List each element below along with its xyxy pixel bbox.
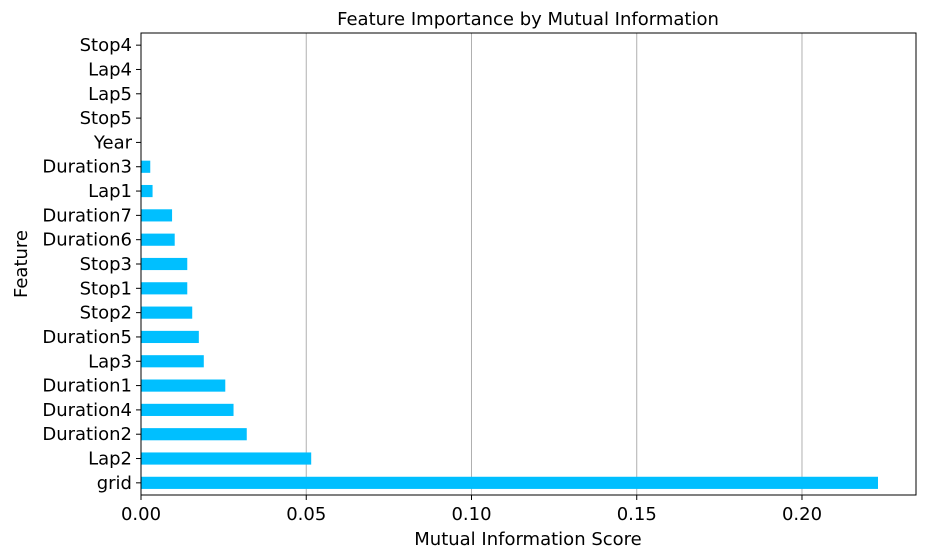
- bar-duration6: [141, 233, 175, 246]
- y-tick-label: Stop4: [80, 35, 132, 56]
- bar-duration3: [141, 160, 151, 173]
- bar-duration5: [141, 330, 199, 344]
- y-tick-label: Lap2: [88, 449, 132, 470]
- y-tick-label: Stop1: [80, 278, 132, 299]
- x-axis-title: Mutual Information Score: [414, 529, 642, 550]
- y-tick-label: Duration5: [42, 327, 132, 348]
- y-tick-label: Duration2: [42, 424, 132, 445]
- x-axis-ticks: 0.00 0.05 0.10 0.15 0.20: [121, 495, 822, 525]
- y-tick-label: Duration1: [42, 376, 132, 397]
- y-tick-label: grid: [97, 473, 132, 494]
- x-tick-label: 0.05: [286, 504, 326, 525]
- bar-grid: [141, 476, 878, 489]
- bar-stop1: [141, 282, 188, 295]
- bar-stop2: [141, 306, 193, 319]
- bar-lap2: [141, 452, 312, 465]
- y-tick-label: Lap3: [88, 351, 132, 372]
- y-tick-label: Lap4: [88, 59, 132, 80]
- x-tick-label: 0.00: [121, 504, 161, 525]
- grid-lines: [305, 33, 803, 495]
- y-tick-label: Lap5: [88, 84, 132, 105]
- bar-lap3: [141, 355, 204, 368]
- x-tick-label: 0.15: [617, 504, 657, 525]
- bar-lap1: [141, 184, 153, 198]
- y-tick-label: Duration4: [42, 400, 132, 421]
- bar-duration7: [141, 209, 173, 222]
- bar-duration1: [141, 379, 226, 392]
- y-tick-label: Stop2: [80, 303, 132, 324]
- y-axis-ticks: grid Lap2 Duration2 Duration4 Duration1 Lap3 D…: [42, 35, 141, 494]
- y-tick-label: Duration6: [42, 230, 132, 251]
- bars: [141, 160, 878, 489]
- y-tick-label: Lap1: [88, 181, 132, 202]
- bar-stop3: [141, 257, 188, 271]
- chart-title: Feature Importance by Mutual Information: [337, 9, 719, 30]
- bar-duration4: [141, 403, 234, 416]
- y-axis-title: Feature: [11, 230, 32, 298]
- bar-duration2: [141, 428, 247, 441]
- x-tick-label: 0.20: [782, 504, 822, 525]
- y-tick-label: Stop5: [80, 108, 132, 129]
- y-tick-label: Duration3: [42, 157, 132, 178]
- y-tick-label: Stop3: [80, 254, 132, 275]
- y-tick-label: Year: [93, 132, 133, 153]
- x-tick-label: 0.10: [451, 504, 491, 525]
- y-tick-label: Duration7: [42, 205, 132, 226]
